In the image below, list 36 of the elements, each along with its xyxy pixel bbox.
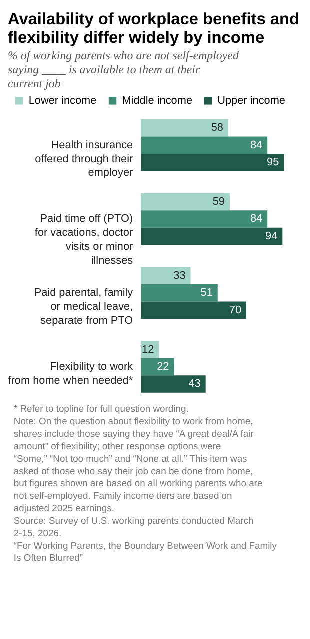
bar <box>141 154 284 172</box>
annotation: * Refer to topline for full question wording. <box>14 403 189 414</box>
bar <box>141 376 206 393</box>
data-label: 43 <box>188 378 201 390</box>
bar <box>141 193 230 211</box>
data-label: 22 <box>157 361 170 373</box>
data-label: 94 <box>266 230 278 242</box>
data-label: 70 <box>229 304 242 316</box>
bar <box>141 358 174 376</box>
data-label: 84 <box>250 213 263 226</box>
bar <box>141 284 218 302</box>
text: Note: On the question about flexibility to work from home, shares include those saying they have “A great deal/A fair amount” of flexibility; other response options were “Some,” “Not too much” and “None at all.” This item was asked of those who say their job can be done from home, but figures shown are based on all working parents who are not self-employed. Family income tiers are based on adjusted 2025 earnings. <box>14 416 263 514</box>
chart-title: Availability of workplace benefits and flexibility differ widely by income <box>8 10 300 48</box>
data-label: 33 <box>174 270 186 282</box>
bar <box>141 136 268 154</box>
legend-label: Upper income <box>218 94 286 107</box>
y-tick-label: Paid time off (PTO) for vacations, doctor visits or minor illnesses <box>34 213 134 267</box>
bar <box>141 120 228 137</box>
data-label: 51 <box>200 287 213 300</box>
y-tick-label: Health insurance offered through their employer <box>35 139 134 180</box>
bar <box>141 228 283 246</box>
y-tick-label: Paid parental, family or medical leave, separate from PTO <box>34 287 134 327</box>
data-label: 12 <box>142 344 154 356</box>
data-label: 84 <box>250 139 263 152</box>
data-label: 59 <box>212 196 225 208</box>
bar <box>141 302 247 319</box>
legend-label: Middle income <box>122 94 193 107</box>
bar <box>141 267 191 285</box>
text: “For Working Parents, the Boundary Between Work and Family Is Often Blurred” <box>14 540 278 564</box>
data-label: 58 <box>211 122 224 134</box>
bar <box>141 210 268 228</box>
legend-label: Lower income <box>28 94 97 107</box>
chart-subtitle: % of working parents who are not self-employed saying ____ is available to them at their current job <box>8 48 239 90</box>
y-tick-label: Flexibility to work from home when needed* <box>8 361 134 387</box>
source-note: Source: Survey of U.S. working parents conducted March 2-15, 2026. <box>14 514 254 538</box>
data-label: 95 <box>267 156 280 169</box>
